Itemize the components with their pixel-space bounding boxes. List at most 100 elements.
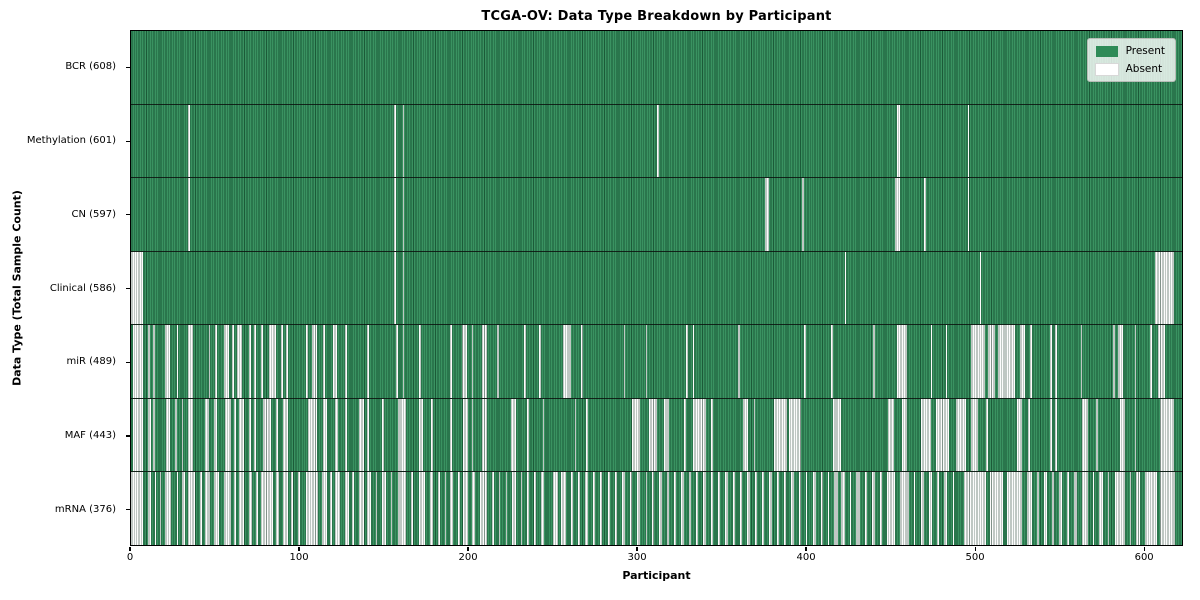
absent-stripe	[831, 325, 833, 398]
absent-stripe	[896, 104, 901, 178]
absent-stripe	[901, 398, 907, 472]
absent-stripe	[152, 325, 155, 398]
x-tick-label: 400	[796, 552, 816, 563]
absent-stripe	[213, 398, 218, 472]
absent-stripe	[765, 178, 769, 251]
absent-stripe	[249, 398, 251, 472]
legend-item-present: Present	[1095, 45, 1165, 57]
absent-stripe	[166, 398, 170, 472]
absent-stripe	[1136, 472, 1140, 546]
absent-stripe	[471, 325, 474, 398]
absent-stripe	[989, 472, 1004, 546]
absent-stripe	[574, 398, 577, 472]
absent-stripe	[696, 472, 698, 546]
absent-stripe	[188, 325, 194, 398]
absent-stripe	[562, 325, 572, 398]
absent-stripe	[1050, 325, 1053, 398]
absent-stripe	[402, 325, 405, 398]
absent-stripe	[1028, 398, 1031, 472]
absent-stripe	[1067, 472, 1069, 546]
absent-stripe	[1006, 472, 1022, 546]
absent-stripe	[444, 472, 447, 546]
absent-stripe	[1134, 325, 1137, 398]
absent-stripe	[181, 472, 185, 546]
absent-stripe	[880, 472, 882, 546]
y-tick-label: MAF (443)	[64, 429, 116, 441]
absent-stripe	[1160, 398, 1174, 472]
absent-stripe	[664, 398, 670, 472]
absent-stripe	[419, 398, 423, 472]
absent-stripe	[463, 398, 469, 472]
x-tick-label: 0	[126, 552, 134, 563]
absent-stripe	[667, 472, 670, 546]
absent-stripe	[790, 472, 794, 546]
heatmap-row-maf	[131, 398, 1182, 473]
absent-stripe	[254, 398, 256, 472]
absent-stripe	[1117, 325, 1123, 398]
absent-stripe	[630, 472, 633, 546]
absent-stripe	[382, 398, 385, 472]
absent-stripe	[657, 104, 659, 178]
absent-stripe	[527, 472, 530, 546]
absent-stripe	[534, 472, 536, 546]
absent-stripe	[358, 398, 364, 472]
absent-stripe	[804, 325, 806, 398]
absent-stripe	[652, 472, 654, 546]
absent-stripe	[1055, 398, 1058, 472]
absent-stripe	[276, 472, 280, 546]
y-tick-label: mRNA (376)	[54, 503, 116, 515]
absent-stripe	[684, 398, 686, 472]
absent-stripe	[967, 178, 970, 251]
absent-stripe	[215, 325, 218, 398]
absent-stripe	[367, 325, 369, 398]
absent-stripe	[249, 472, 253, 546]
absent-stripe	[232, 325, 234, 398]
absent-stripe	[208, 325, 211, 398]
absent-stripe	[281, 325, 283, 398]
x-tick-label: 500	[965, 552, 985, 563]
absent-stripe	[497, 325, 499, 398]
absent-stripe	[702, 472, 707, 546]
y-tick-mark	[126, 140, 130, 142]
absent-stripe	[623, 325, 626, 398]
absent-stripe	[345, 398, 347, 472]
absent-stripe	[481, 325, 487, 398]
y-tick-label: BCR (608)	[65, 61, 116, 73]
absent-stripe	[1052, 472, 1054, 546]
absent-stripe	[986, 398, 988, 472]
absent-stripe	[335, 472, 341, 546]
absent-stripe	[586, 398, 589, 472]
absent-stripe	[777, 472, 779, 546]
absent-stripe	[692, 398, 707, 472]
absent-stripe	[733, 472, 735, 546]
absent-stripe	[689, 472, 692, 546]
absent-stripe	[480, 472, 487, 546]
absent-stripe	[213, 472, 219, 546]
absent-stripe	[397, 472, 406, 546]
absent-stripe	[419, 325, 422, 398]
absent-stripe	[260, 325, 263, 398]
absent-stripe	[181, 398, 184, 472]
y-tick-methylation: Methylation (601)	[0, 104, 130, 178]
absent-stripe	[394, 251, 396, 325]
absent-stripe	[225, 398, 231, 472]
absent-stripe	[282, 472, 288, 546]
absent-stripe	[481, 398, 487, 472]
absent-stripe	[333, 325, 337, 398]
absent-stripe	[1095, 398, 1098, 472]
absent-stripe	[174, 398, 177, 472]
absent-stripe	[492, 472, 494, 546]
absent-stripe	[979, 251, 982, 325]
absent-stripe	[411, 472, 413, 546]
absent-stripe	[895, 178, 901, 251]
absent-stripe	[645, 472, 648, 546]
absent-swatch-icon	[1094, 62, 1119, 76]
absent-stripe	[429, 472, 433, 546]
absent-stripe	[834, 472, 838, 546]
heatmap-rows	[131, 31, 1182, 546]
absent-stripe	[1050, 398, 1053, 472]
absent-stripe	[581, 325, 584, 398]
absent-stripe	[351, 472, 354, 546]
absent-stripe	[864, 472, 867, 546]
